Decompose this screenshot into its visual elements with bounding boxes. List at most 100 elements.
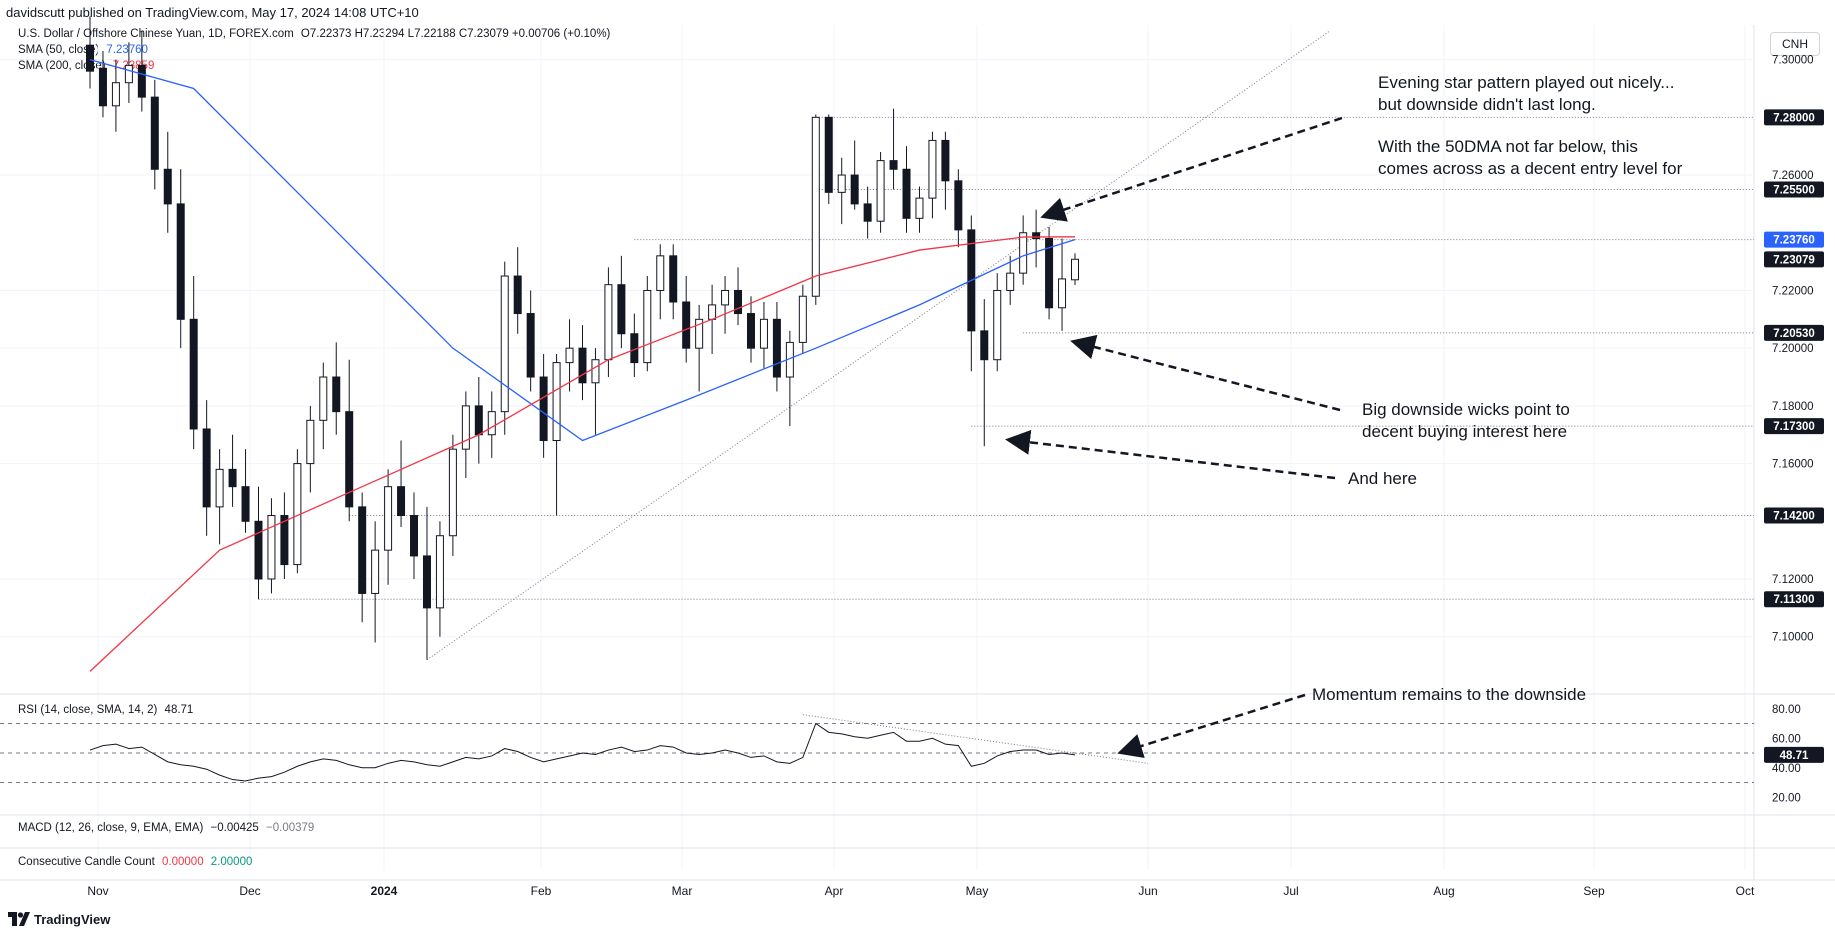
price-level-tag	[1764, 231, 1824, 248]
candle-body	[228, 468, 237, 488]
candle-body	[604, 284, 613, 361]
time-tick-label: Aug	[1433, 884, 1454, 898]
rsi-line	[89, 722, 1076, 782]
time-tick-label: Feb	[531, 884, 552, 898]
sma50-legend[interactable]: SMA (50, close) 7.23760	[18, 44, 148, 56]
time-tick-label: Jun	[1138, 884, 1157, 898]
symbol-title[interactable]: U.S. Dollar / Offshore Chinese Yuan, 1D,…	[18, 28, 294, 40]
candle-body	[1058, 278, 1067, 309]
candle-body	[215, 468, 224, 508]
candle-body	[163, 168, 172, 205]
price-level-tag	[1764, 324, 1824, 341]
candle-body	[682, 301, 691, 349]
rsi-tick-label: 20.00	[1772, 792, 1801, 804]
candle-body	[150, 96, 159, 170]
time-tick-label: Apr	[825, 884, 844, 898]
candle-body	[734, 289, 743, 315]
tradingview-logo-icon	[8, 912, 30, 926]
candle-body	[669, 255, 678, 303]
candle-body	[746, 313, 755, 349]
annotation-entry-level: With the 50DMA not far below, this	[1378, 137, 1638, 156]
candle-body	[241, 486, 250, 522]
sma50-line	[89, 58, 1076, 442]
candle-body	[202, 428, 211, 508]
candle-body	[617, 284, 626, 335]
price-level-tag	[1764, 507, 1824, 524]
candle-body	[552, 362, 561, 442]
candle-body	[189, 318, 198, 430]
time-tick-label: Oct	[1736, 884, 1755, 898]
time-tick-label: Mar	[672, 884, 693, 898]
candle-body	[708, 304, 717, 320]
candle-body	[759, 318, 768, 349]
candle-body	[410, 515, 419, 557]
candle-body	[954, 180, 963, 231]
ccc-legend[interactable]: Consecutive Candle Count 0.00000 2.00000	[18, 856, 252, 868]
sma200-label: SMA (200, close)	[18, 60, 106, 72]
candle-body	[371, 549, 380, 594]
macd-legend[interactable]: MACD (12, 26, close, 9, EMA, EMA) −0.004…	[18, 822, 314, 834]
candle-body	[876, 160, 885, 222]
candle-body	[124, 64, 133, 84]
ccc-value-1: 0.00000	[162, 856, 204, 868]
price-level-tag-label: 7.23760	[1773, 235, 1815, 247]
price-tick-label: 7.16000	[1772, 459, 1814, 471]
candle-body	[254, 520, 263, 580]
price-level-tag	[1764, 181, 1824, 198]
rsi-legend[interactable]: RSI (14, close, SMA, 14, 2) 48.71	[18, 704, 193, 716]
brand-name: TradingView	[34, 912, 111, 927]
macd-value-2: −0.00379	[266, 822, 315, 834]
candle-body	[319, 376, 328, 421]
candle-body	[889, 160, 898, 170]
candle-body	[345, 411, 354, 508]
price-tick-label: 7.18000	[1772, 401, 1814, 413]
candle-body	[306, 419, 315, 465]
tradingview-logo[interactable]: TradingView	[8, 912, 110, 927]
price-level-tag-label: 7.23079	[1773, 254, 1815, 266]
candle-body	[811, 116, 820, 297]
candle-body	[824, 116, 833, 193]
time-tick-label: 2024	[371, 884, 398, 898]
price-level-tag-label: 7.11300	[1774, 594, 1815, 606]
rsi-trendline	[802, 714, 1149, 764]
candle-body	[837, 174, 846, 193]
candle-body	[850, 174, 859, 205]
time-tick-label: Sep	[1583, 884, 1605, 898]
candle-body	[435, 535, 444, 609]
candle-body	[176, 203, 185, 320]
price-level-tag-label: 7.14200	[1773, 511, 1815, 523]
candle-body	[267, 515, 276, 580]
arrow-big-wicks	[1070, 334, 1341, 412]
publish-info: davidscutt published on TradingView.com,…	[6, 5, 419, 20]
candle-body	[280, 515, 289, 566]
sma50-label: SMA (50, close)	[18, 44, 100, 56]
price-tick-label: 7.22000	[1772, 285, 1814, 297]
annotation-and-here: And here	[1348, 469, 1417, 488]
candle-body	[863, 203, 872, 222]
annotation-wicks: decent buying interest here	[1362, 422, 1567, 441]
candle-body	[332, 376, 341, 413]
candle-body	[397, 486, 406, 517]
price-level-tag	[1764, 591, 1824, 608]
arrow-momentum	[1117, 693, 1306, 758]
macd-value-1: −0.00425	[210, 822, 259, 834]
price-level-tag-label: 7.25500	[1773, 184, 1815, 196]
candle-body	[539, 376, 548, 442]
sma50-value: 7.23760	[106, 44, 148, 56]
candle-body	[578, 347, 587, 384]
price-tick-label: 7.20000	[1772, 343, 1814, 355]
time-tick-label: Nov	[87, 884, 108, 898]
currency-button[interactable]: CNH	[1770, 32, 1820, 56]
ccc-label: Consecutive Candle Count	[18, 856, 155, 868]
annotation-wicks: Big downside wicks point to	[1362, 400, 1570, 419]
price-level-tag-label: 7.28000	[1773, 112, 1815, 124]
candle-body	[422, 555, 431, 609]
candle-body	[928, 139, 937, 199]
time-tick-label: Dec	[239, 884, 260, 898]
price-level-tag-label: 7.20530	[1773, 328, 1815, 340]
rsi-tick-label: 80.00	[1772, 704, 1801, 716]
candle-body	[526, 313, 535, 378]
candle-body	[137, 64, 146, 98]
candle-body	[487, 411, 496, 436]
